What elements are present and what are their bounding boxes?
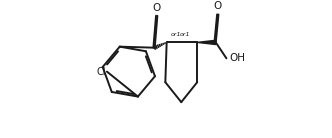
- Text: O: O: [214, 1, 222, 11]
- Text: OH: OH: [230, 53, 246, 63]
- Text: Cl: Cl: [96, 67, 106, 77]
- Text: or1: or1: [180, 32, 191, 37]
- Text: O: O: [153, 2, 161, 13]
- Text: or1: or1: [171, 32, 181, 37]
- Polygon shape: [197, 40, 216, 45]
